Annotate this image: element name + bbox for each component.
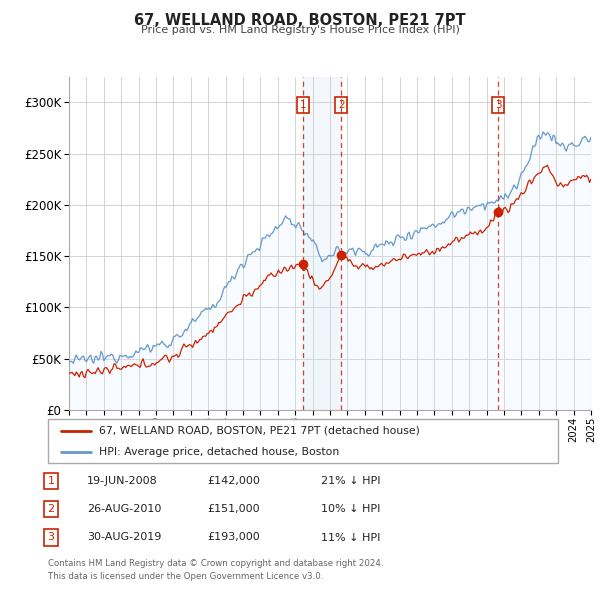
Text: 2: 2 <box>338 100 344 110</box>
Text: 3: 3 <box>47 533 55 542</box>
Text: 10% ↓ HPI: 10% ↓ HPI <box>321 504 380 514</box>
Text: £142,000: £142,000 <box>207 476 260 486</box>
Text: 2: 2 <box>47 504 55 514</box>
Text: 11% ↓ HPI: 11% ↓ HPI <box>321 533 380 542</box>
Text: 19-JUN-2008: 19-JUN-2008 <box>87 476 158 486</box>
Text: 30-AUG-2019: 30-AUG-2019 <box>87 533 161 542</box>
Text: 3: 3 <box>495 100 502 110</box>
Text: 26-AUG-2010: 26-AUG-2010 <box>87 504 161 514</box>
Bar <box>303 77 341 410</box>
Text: Contains HM Land Registry data © Crown copyright and database right 2024.
This d: Contains HM Land Registry data © Crown c… <box>48 559 383 581</box>
Text: £193,000: £193,000 <box>207 533 260 542</box>
Text: £151,000: £151,000 <box>207 504 260 514</box>
Text: 67, WELLAND ROAD, BOSTON, PE21 7PT (detached house): 67, WELLAND ROAD, BOSTON, PE21 7PT (deta… <box>99 426 420 436</box>
Text: 21% ↓ HPI: 21% ↓ HPI <box>321 476 380 486</box>
Text: 67, WELLAND ROAD, BOSTON, PE21 7PT: 67, WELLAND ROAD, BOSTON, PE21 7PT <box>134 13 466 28</box>
Text: Price paid vs. HM Land Registry's House Price Index (HPI): Price paid vs. HM Land Registry's House … <box>140 25 460 35</box>
Text: 1: 1 <box>300 100 307 110</box>
Text: HPI: Average price, detached house, Boston: HPI: Average price, detached house, Bost… <box>99 447 339 457</box>
Text: 1: 1 <box>47 476 55 486</box>
